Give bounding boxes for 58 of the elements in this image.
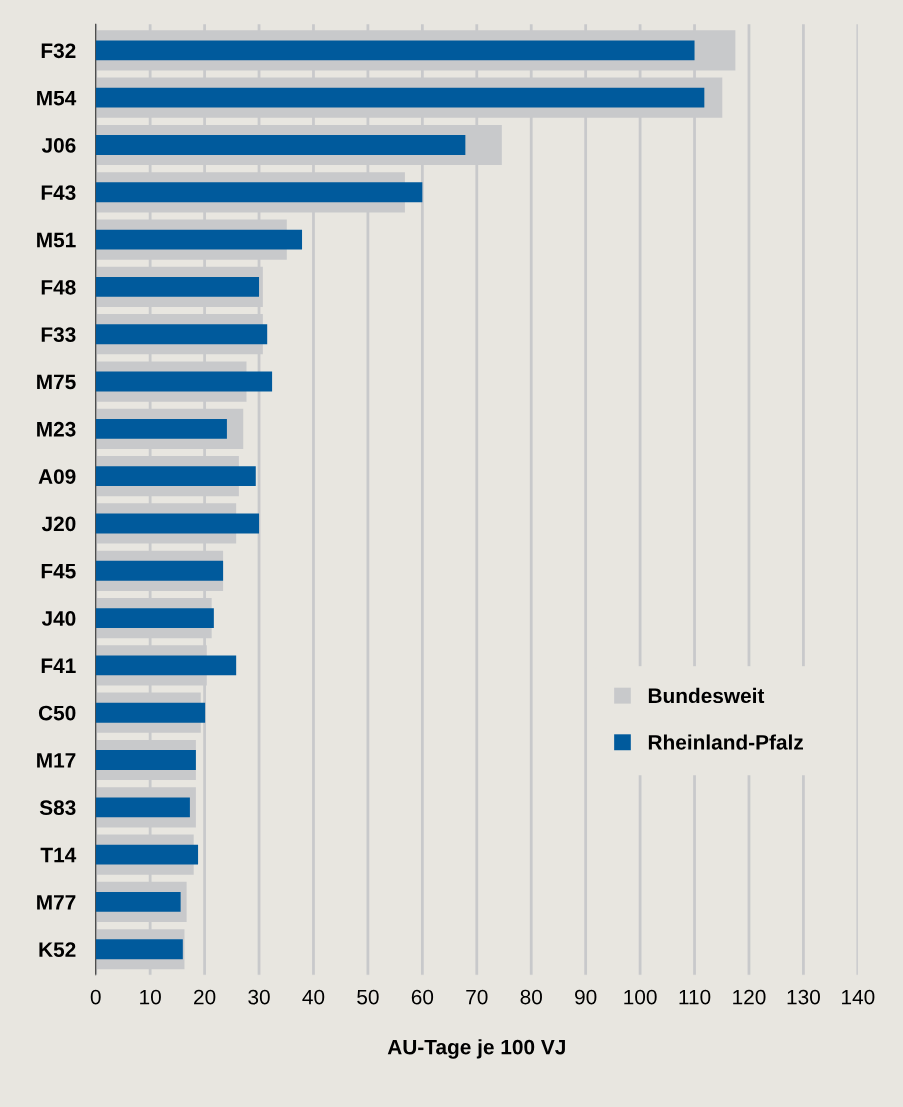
bar bbox=[95, 87, 705, 108]
y-tick-label: M75 bbox=[37, 374, 76, 390]
bar bbox=[95, 560, 224, 581]
y-tick-label: S83 bbox=[39, 800, 76, 816]
x-tick-label: 130 bbox=[787, 989, 820, 1005]
y-tick-label: J20 bbox=[41, 516, 76, 532]
x-tick-label: 70 bbox=[466, 989, 488, 1005]
bar bbox=[95, 466, 256, 487]
bar bbox=[95, 371, 273, 392]
bar bbox=[95, 182, 423, 203]
bar bbox=[95, 750, 196, 770]
x-tick-label: 80 bbox=[520, 989, 542, 1005]
bar bbox=[95, 418, 227, 439]
x-tick-label: 140 bbox=[842, 989, 875, 1005]
y-tick-label: K52 bbox=[39, 942, 76, 957]
bar bbox=[95, 229, 303, 250]
y-tick-label: F33 bbox=[41, 327, 76, 343]
x-tick-label: 20 bbox=[194, 989, 216, 1005]
y-tick-label: C50 bbox=[38, 705, 76, 721]
bar bbox=[95, 655, 237, 676]
x-tick-label: 110 bbox=[679, 989, 711, 1005]
legend-label: Bundesweit bbox=[648, 687, 765, 704]
bar bbox=[95, 40, 695, 61]
bar bbox=[95, 276, 260, 297]
bar bbox=[95, 135, 466, 155]
bar bbox=[95, 797, 190, 818]
bar bbox=[95, 608, 214, 629]
bar bbox=[95, 844, 199, 865]
bar bbox=[95, 892, 181, 912]
y-tick-label: M51 bbox=[37, 232, 76, 248]
x-axis-title: AU-Tage je 100 VJ bbox=[387, 1039, 565, 1059]
y-tick-label: F41 bbox=[41, 658, 76, 673]
y-tick-label: M17 bbox=[37, 753, 76, 768]
x-tick-label: 50 bbox=[357, 989, 379, 1005]
y-tick-label: F43 bbox=[41, 185, 76, 201]
x-tick-label: 30 bbox=[248, 989, 270, 1005]
x-tick-label: 40 bbox=[302, 989, 325, 1005]
y-tick-label: M23 bbox=[37, 421, 76, 437]
bar bbox=[95, 939, 183, 960]
x-tick-label: 10 bbox=[140, 989, 161, 1005]
x-tick-label: 100 bbox=[624, 989, 657, 1005]
y-tick-label: A09 bbox=[38, 469, 76, 484]
y-tick-label: F32 bbox=[41, 43, 76, 59]
y-tick-label: J06 bbox=[41, 137, 76, 153]
bar bbox=[95, 324, 268, 345]
bar bbox=[95, 513, 260, 534]
y-tick-label: M77 bbox=[37, 895, 76, 910]
y-tick-label: M54 bbox=[37, 90, 77, 106]
x-tick-label: 60 bbox=[411, 989, 434, 1005]
x-tick-label: 90 bbox=[575, 989, 597, 1005]
y-tick-label: F45 bbox=[41, 563, 76, 579]
bar bbox=[95, 702, 206, 723]
y-tick-label: J40 bbox=[41, 611, 76, 626]
x-tick-label: 120 bbox=[733, 989, 766, 1005]
y-tick-label: T14 bbox=[40, 847, 77, 863]
x-tick-label: 0 bbox=[90, 989, 101, 1005]
y-tick-label: F48 bbox=[41, 279, 76, 295]
legend-label: Rheinland-Pfalz bbox=[648, 734, 803, 750]
